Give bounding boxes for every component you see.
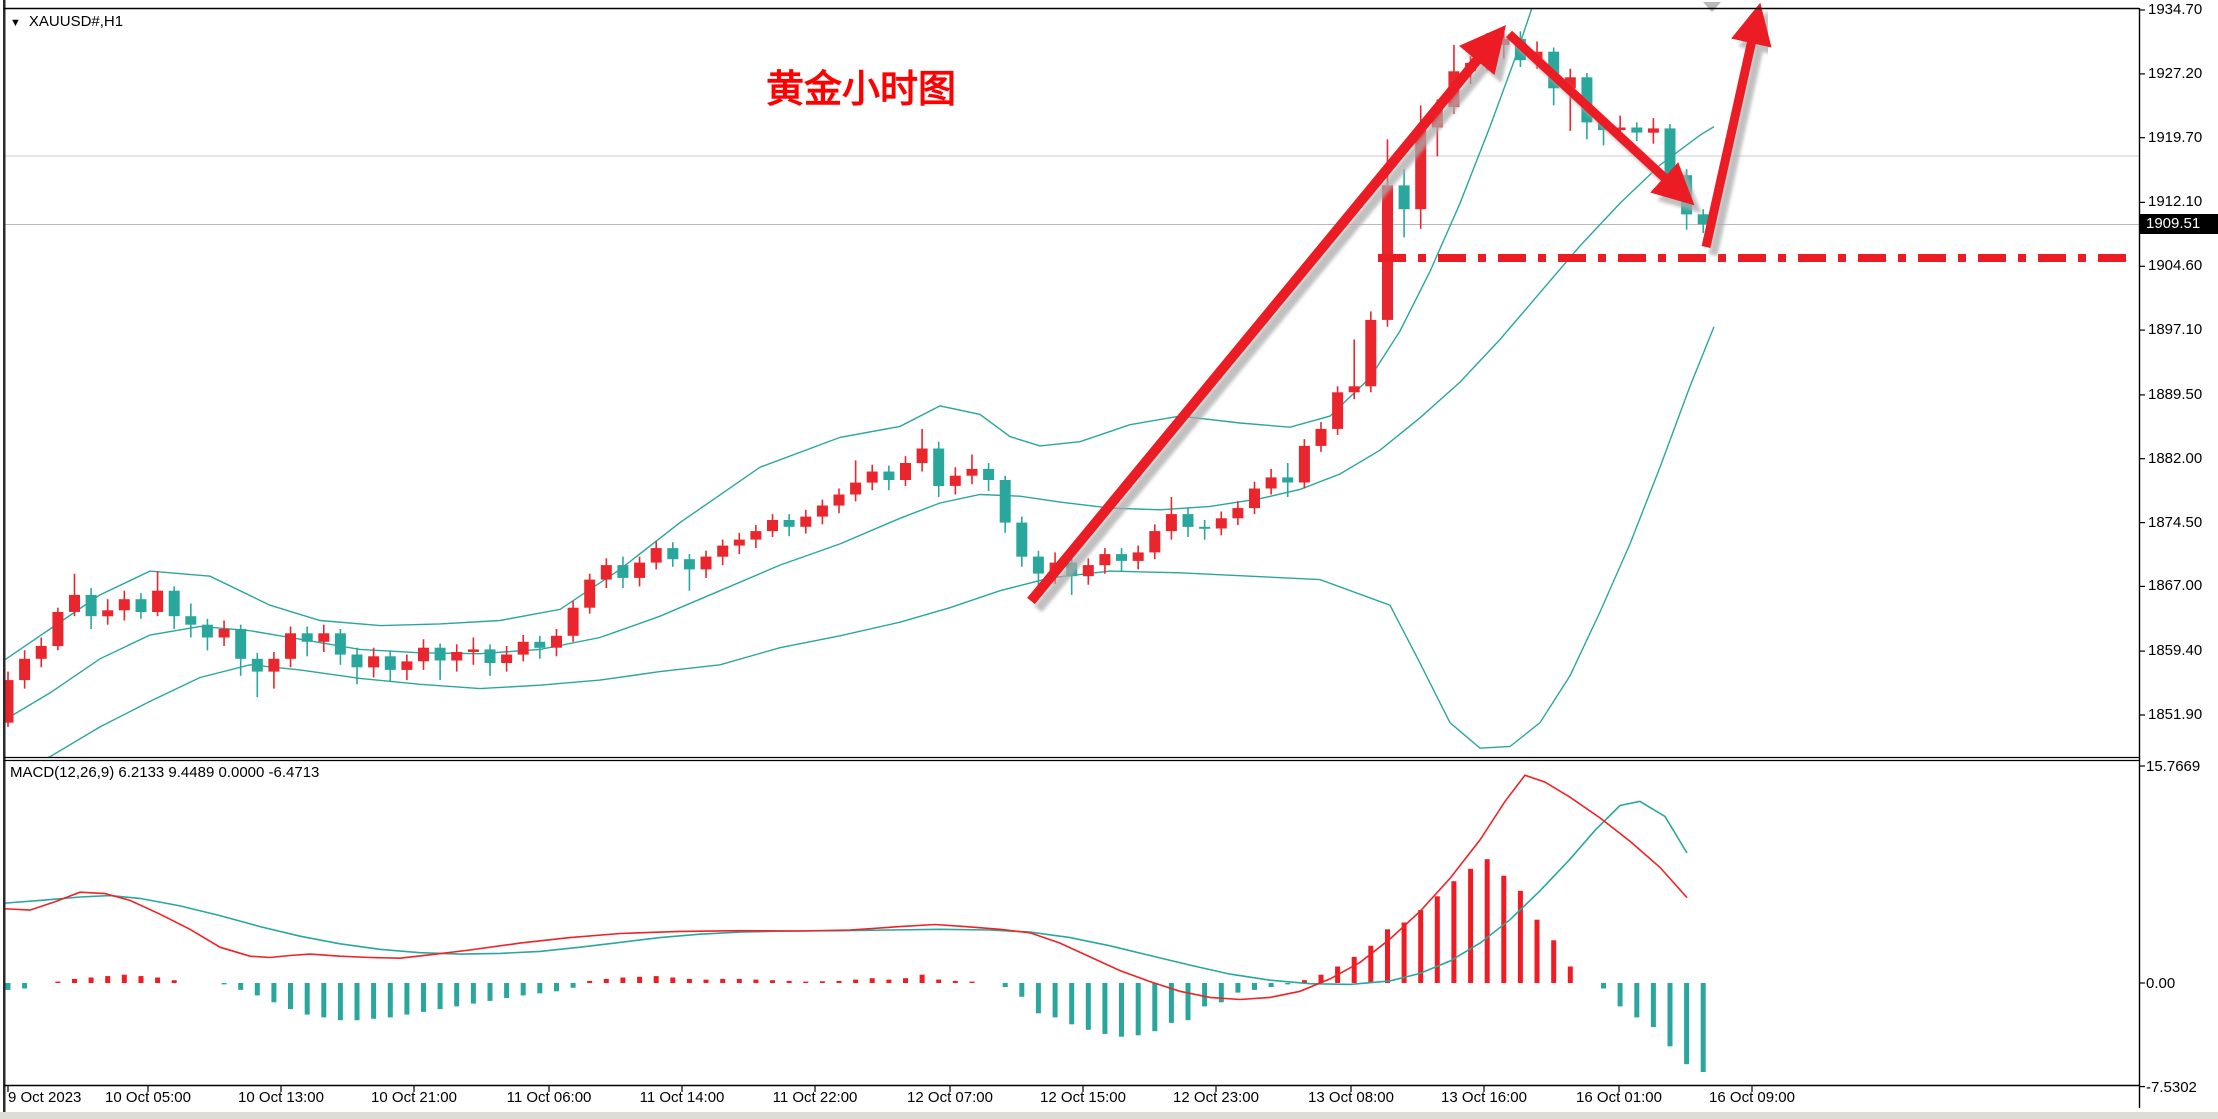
time-tick-label: 11 Oct 06:00	[506, 1089, 592, 1106]
rally-arrow-shadow	[1034, 33, 1513, 613]
decline-arrow	[1505, 30, 1695, 206]
macd-panel	[5, 774, 1706, 1072]
price-tick-label: 1934.70	[2148, 1, 2203, 18]
price-tick-label: 1882.00	[2148, 449, 2203, 467]
price-tick-label: 1912.10	[2148, 193, 2203, 211]
price-tick-label: 1919.70	[2148, 128, 2203, 146]
price-tick-label: 1859.40	[2148, 642, 2203, 660]
candlestick-series	[5, 27, 1709, 727]
current-price-badge: 1909.51	[2140, 214, 2218, 234]
price-tick-label: 1874.50	[2148, 513, 2203, 531]
price-tick-label: 1927.20	[2148, 64, 2203, 82]
time-tick-label: 16 Oct 01:00	[1576, 1089, 1662, 1106]
symbol-dropdown-icon[interactable]: ▼	[10, 17, 21, 29]
time-tick-label: 10 Oct 21:00	[371, 1089, 457, 1106]
bollinger-middle-band	[5, 126, 1715, 721]
macd-tick-label: 15.7669	[2146, 758, 2201, 776]
window-left-edge	[3, 0, 6, 1112]
time-tick-label: 12 Oct 15:00	[1040, 1089, 1126, 1106]
bollinger-lower-band	[47, 326, 1715, 757]
bollinger-bands	[5, 9, 1715, 757]
price-tick-label: 1851.90	[2148, 706, 2203, 723]
window-bottom-strip	[0, 1112, 2218, 1119]
macd-tick-label: 0.00	[2146, 975, 2176, 992]
time-tick-label: 11 Oct 14:00	[639, 1089, 725, 1106]
time-tick-label: 16 Oct 09:00	[1709, 1089, 1795, 1106]
time-tick-label: 13 Oct 08:00	[1308, 1089, 1394, 1106]
macd-tick-label: -7.5302	[2146, 1078, 2197, 1096]
time-tick-label: 13 Oct 16:00	[1441, 1089, 1527, 1106]
symbol-label: XAUUSD#,H1	[28, 13, 124, 30]
time-tick-label: 11 Oct 22:00	[772, 1089, 858, 1106]
macd-main-line	[5, 774, 1688, 1001]
time-tick-label: 10 Oct 05:00	[105, 1089, 191, 1106]
price-tick-label: 1867.00	[2148, 577, 2203, 595]
breakout-arrow-shadow	[1708, 10, 1779, 256]
bollinger-upper-band	[5, 9, 1533, 661]
time-tick-label: 12 Oct 07:00	[907, 1089, 993, 1106]
symbol-row: ▼ XAUUSD#,H1	[10, 13, 123, 30]
macd-signal-line	[5, 800, 1688, 986]
chart-title-annotation: 黄金小时图	[766, 67, 957, 111]
time-tick-label: 9 Oct 2023	[8, 1089, 82, 1106]
breakout-arrow	[1701, 2, 1772, 248]
price-tick-label: 1889.50	[2148, 385, 2203, 403]
macd-indicator-label: MACD(12,26,9) 6.2133 9.4489 0.0000 -6.47…	[10, 764, 320, 781]
rally-arrow	[1027, 25, 1506, 605]
time-tick-label: 10 Oct 13:00	[238, 1089, 324, 1106]
chart-shift-marker-icon	[1703, 2, 1721, 12]
price-tick-label: 1904.60	[2148, 257, 2203, 275]
price-tick-label: 1897.10	[2148, 321, 2203, 339]
time-tick-label: 12 Oct 23:00	[1173, 1089, 1259, 1106]
